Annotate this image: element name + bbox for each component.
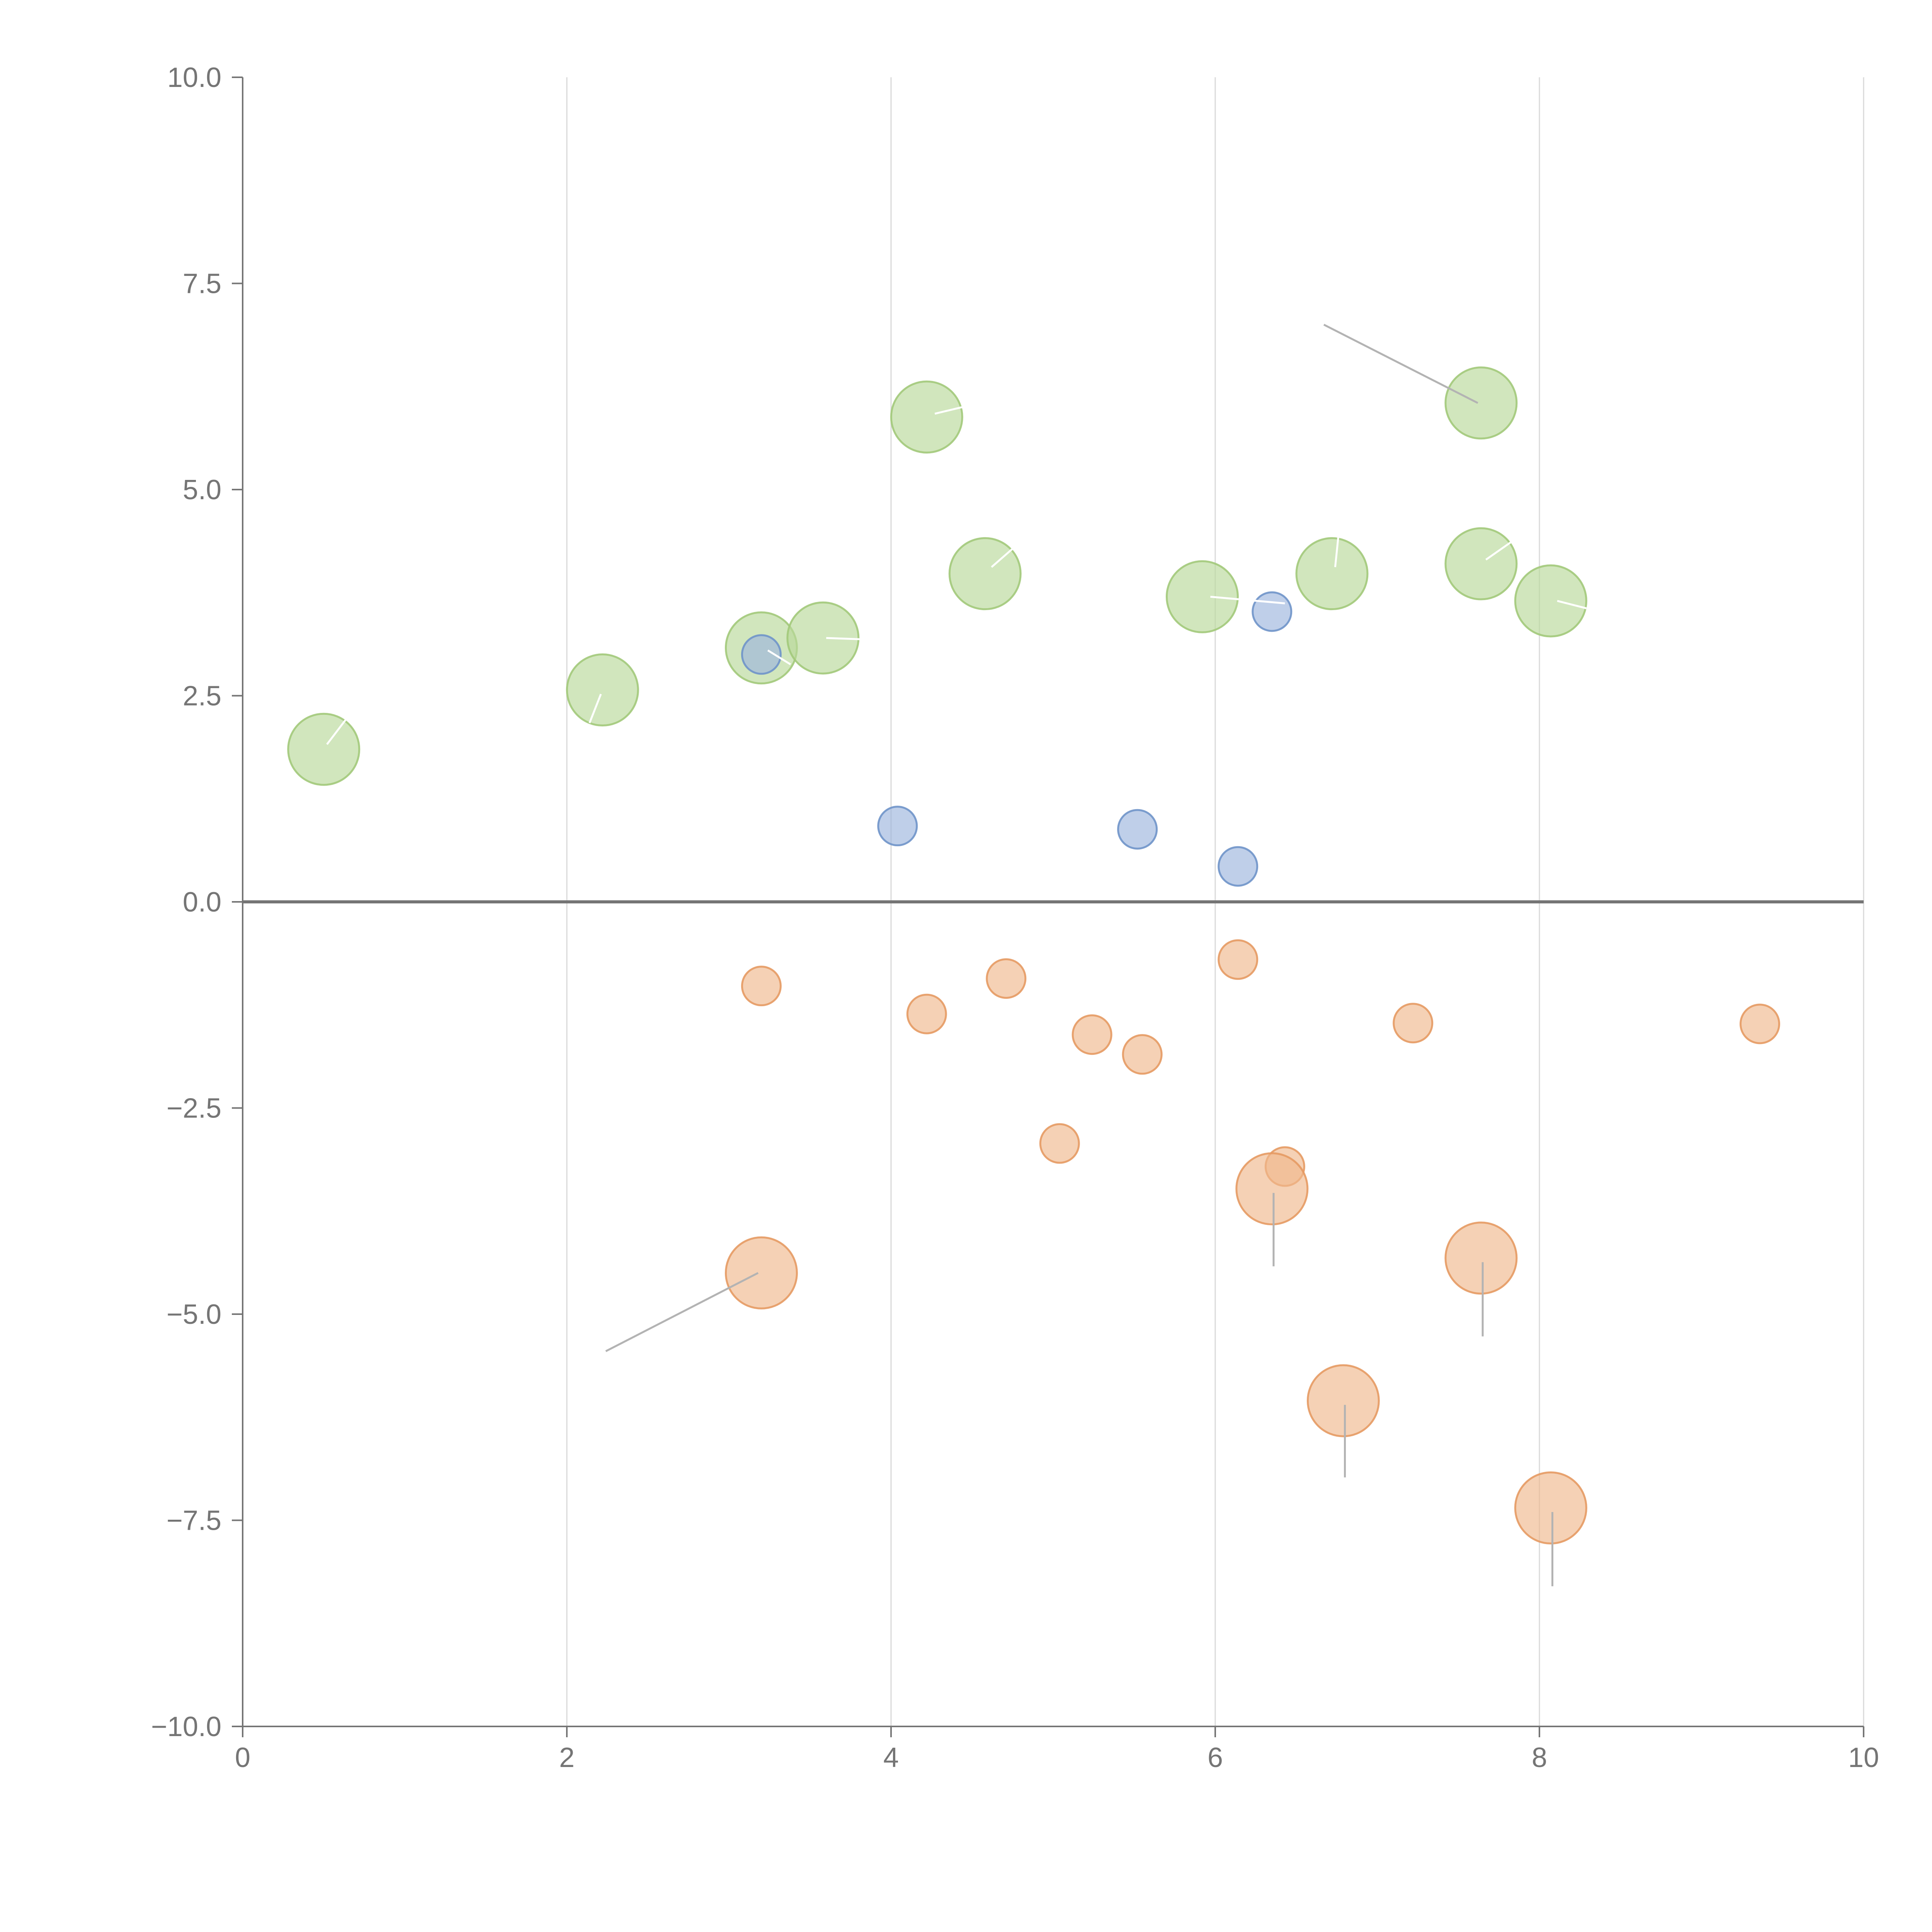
y-tick-label: 2.5	[183, 681, 221, 712]
data-point-orange_small	[1218, 939, 1259, 980]
marker-inner-line	[1210, 595, 1285, 604]
data-point-orange_small	[986, 958, 1027, 999]
marker-inner-line	[826, 637, 872, 641]
y-tick-label: 5.0	[183, 474, 221, 505]
data-point-orange_small	[1393, 1003, 1434, 1044]
data-point-orange_large	[724, 1236, 798, 1310]
data-point-green	[1514, 564, 1587, 638]
data-point-green	[890, 380, 963, 454]
marker-inner-line	[588, 694, 602, 723]
y-tick-label: −7.5	[167, 1505, 221, 1536]
x-tick-label: 2	[559, 1742, 575, 1773]
connector-line	[1323, 323, 1478, 404]
data-point-green	[1165, 560, 1239, 633]
data-point-blue	[1218, 846, 1259, 887]
marker-inner-line	[767, 650, 791, 665]
data-point-orange_small	[1122, 1034, 1163, 1075]
marker-inner-line	[326, 718, 347, 745]
data-point-blue	[877, 806, 918, 847]
data-point-blue	[1252, 591, 1293, 632]
data-point-blue	[1117, 809, 1158, 850]
data-point-green	[566, 653, 639, 727]
data-point-orange_large	[1444, 1221, 1518, 1295]
marker-inner-line	[1334, 536, 1340, 567]
x-tick-label: 0	[235, 1742, 250, 1773]
data-point-orange_small	[1039, 1123, 1080, 1164]
data-point-blue	[741, 634, 782, 675]
data-point-green	[1444, 527, 1518, 600]
axes-layer	[232, 77, 1864, 1737]
y-tick-label: −10.0	[151, 1711, 221, 1742]
data-point-orange_large	[1514, 1471, 1587, 1544]
data-point-orange_small	[1740, 1003, 1781, 1044]
x-tick-label: 10	[1848, 1742, 1879, 1773]
labels-layer: 0 2 4 6 8 10 10.0 7.5 5.0 2.5 0.0 −2.5 −5.0 −7.5 −10.0	[151, 62, 1879, 1773]
x-tick-label: 8	[1532, 1742, 1547, 1773]
x-tick-label: 6	[1208, 1742, 1223, 1773]
data-point-green	[1444, 366, 1518, 440]
data-point-green	[1295, 537, 1369, 611]
points-layer	[287, 366, 1781, 1544]
data-point-orange_small	[906, 993, 947, 1034]
y-tick-label: 10.0	[167, 62, 221, 93]
y-tick-label: −2.5	[167, 1093, 221, 1124]
marker-inner-line	[1557, 600, 1587, 609]
x-tick-label: 4	[883, 1742, 899, 1773]
data-point-green	[786, 601, 860, 675]
y-tick-label: 0.0	[183, 887, 221, 918]
y-tick-label: 7.5	[183, 269, 221, 299]
data-point-green	[287, 713, 361, 786]
y-tick-label: −5.0	[167, 1299, 221, 1330]
data-point-orange_large	[1306, 1364, 1380, 1437]
data-point-orange_large	[1235, 1152, 1309, 1226]
marker-inner-line	[991, 546, 1015, 568]
connector-line	[605, 1272, 759, 1352]
data-point-orange_small	[741, 966, 782, 1007]
data-point-orange_small	[1071, 1014, 1112, 1055]
marker-inner-line	[934, 406, 963, 415]
data-point-green	[948, 537, 1022, 611]
marker-inner-line	[1485, 541, 1513, 561]
lines-layer	[326, 323, 1587, 1587]
